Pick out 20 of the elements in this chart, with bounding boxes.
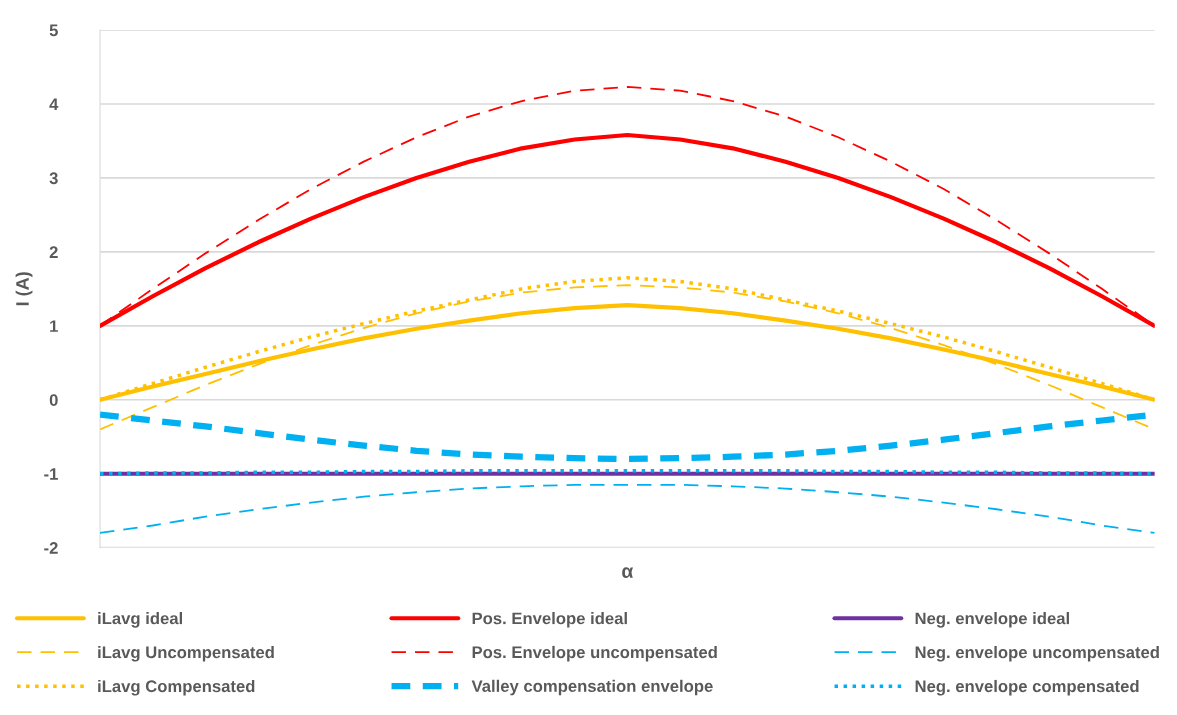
- y-tick-label: 1: [50, 320, 58, 332]
- legend-label: Neg. envelope compensated: [915, 679, 1139, 696]
- legend-label: Neg. envelope ideal: [915, 612, 1069, 628]
- legend-label: Pos. Envelope ideal: [472, 612, 627, 628]
- legend-label: iLavg Compensated: [98, 679, 255, 696]
- legend-label: Valley compensation envelope: [471, 679, 713, 696]
- x-axis-title: α: [622, 567, 634, 578]
- y-tick-label: 3: [49, 172, 58, 185]
- legend-label: iLavg ideal: [98, 612, 183, 628]
- y-tick-label: 5: [49, 24, 58, 37]
- legend-label: Neg. envelope uncompensated: [915, 645, 1159, 662]
- y-tick-label: 4: [49, 98, 59, 111]
- y-tick-label: 0: [49, 394, 58, 406]
- y-axis-title: I (A): [15, 272, 33, 306]
- legend-label: iLavg Uncompensated: [98, 645, 274, 662]
- y-tick-label: 2: [49, 246, 58, 258]
- y-tick-label: -1: [44, 468, 58, 480]
- legend-label: Pos. Envelope uncompensated: [472, 645, 717, 662]
- y-tick-label: -2: [44, 542, 58, 554]
- line-series: [100, 483, 1155, 534]
